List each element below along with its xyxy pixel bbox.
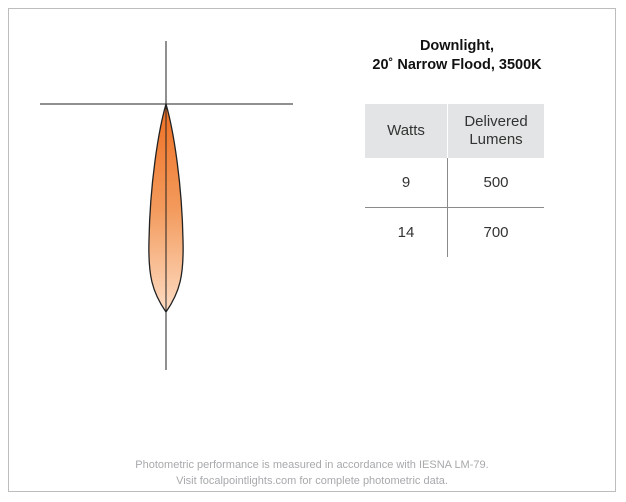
table-row: 14 700 xyxy=(365,207,544,257)
footnote-line-1: Photometric performance is measured in a… xyxy=(135,459,489,471)
title-line-1: Downlight, xyxy=(419,38,495,54)
lumens-cell: 700 xyxy=(447,207,544,257)
chart-title: Downlight, 20˚ Narrow Flood, 3500K xyxy=(340,37,574,75)
table-header-row: Watts Delivered Lumens xyxy=(365,104,544,158)
footnote: Photometric performance is measured in a… xyxy=(8,457,616,489)
lumens-cell: 500 xyxy=(447,158,544,208)
lumens-header-line-1: Delivered xyxy=(464,113,528,130)
table-row: 9 500 xyxy=(365,158,544,208)
watts-cell: 9 xyxy=(401,174,411,191)
lumens-header: Delivered Lumens xyxy=(447,104,544,158)
watts-header: Watts xyxy=(365,104,448,158)
title-line-2: 20˚ Narrow Flood, 3500K xyxy=(372,57,542,73)
watts-cell: 14 xyxy=(365,207,448,257)
footnote-line-2: Visit focalpointlights.com for complete … xyxy=(176,475,448,487)
output-table: Watts Delivered Lumens 9 500 14 700 xyxy=(365,104,544,257)
lumens-header-line-2: Lumens xyxy=(469,131,523,148)
